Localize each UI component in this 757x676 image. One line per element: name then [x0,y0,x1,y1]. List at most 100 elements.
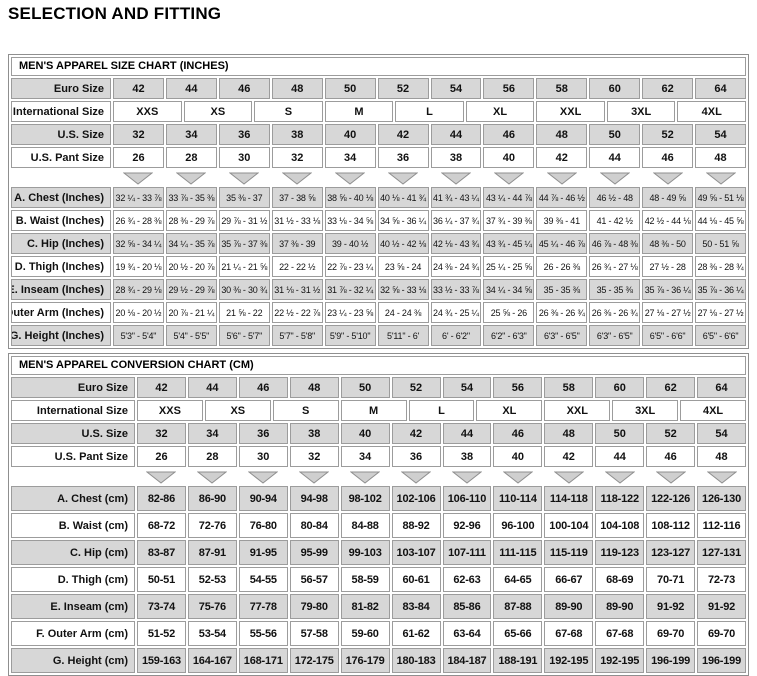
measure-cell: 40 ⅛ - 41 ¾ [377,187,429,208]
row-label: U.S. Size [11,423,135,444]
us-pant-size-cell: 44 [595,446,645,467]
measure-cell: 83-87 [137,540,186,565]
measure-cell: 21 ¼ - 21 ⅝ [218,256,270,277]
euro-size-cell: 64 [695,78,746,99]
international-size-cell: XS [204,400,271,421]
measure-cell: 118-122 [595,486,645,511]
us-pant-size-cell: 44 [589,147,641,168]
arrow-cell [239,469,288,485]
down-arrow-icon [350,471,381,484]
row-label: D. Thigh (cm) [11,567,135,592]
measure-cell: 119-123 [595,540,645,565]
row-label: B. Waist (cm) [11,513,135,538]
measure-cell: 89-90 [544,594,594,619]
international-size-cell: 3XL [612,400,679,421]
arrow-cell [272,170,323,186]
us-size-cell: 32 [113,124,164,145]
arrow-cell [595,469,644,485]
row-label: E. Inseam (Inches) [11,279,111,300]
measurement-row: B. Waist (cm) 68-72 72-76 76-80 80-84 84-88 88… [11,513,746,538]
measure-cell: 94-98 [289,486,339,511]
euro-size-cell: 44 [165,78,217,99]
measure-cell: 53-54 [187,621,237,646]
euro-size-cell: 64 [697,377,746,398]
arrow-cell [646,469,695,485]
euro-size-cell: 54 [430,78,482,99]
euro-size-cell: 58 [544,377,594,398]
measure-cell: 69-70 [697,621,746,646]
us-size-cell: 38 [289,423,339,444]
us-size-cell: 36 [218,124,270,145]
measure-cell: 68-69 [595,567,645,592]
euro-size-cell: 62 [646,377,696,398]
measure-cell: 24 ⅜ - 24 ¾ [430,256,482,277]
measure-cell: 49 ⅝ - 51 ⅛ [695,187,746,208]
us-size-cell: 54 [695,124,746,145]
measure-cell: 32 ¼ - 33 ⅞ [113,187,164,208]
arrow-cell [483,170,534,186]
us-size-cell: 52 [646,423,696,444]
measure-cell: 58-59 [340,567,390,592]
measure-cell: 77-78 [238,594,288,619]
measure-cell: 98-102 [340,486,390,511]
measurement-row: E. Inseam (cm) 73-74 75-76 77-78 79-80 81-82 8… [11,594,746,619]
measure-cell: 61-62 [391,621,441,646]
measure-cell: 87-91 [187,540,237,565]
measure-cell: 26 ⅜ - 26 ¾ [536,302,588,323]
measure-cell: 57-58 [289,621,339,646]
measure-cell: 6'3" - 6'5" [536,325,588,346]
table-title: MEN'S APPAREL SIZE CHART (INCHES) [11,57,746,76]
us-pant-size-cell: 38 [430,147,482,168]
measure-cell: 176-179 [340,648,390,673]
international-size-cell: S [254,101,323,122]
us-size-cell: 36 [238,423,288,444]
measure-cell: 26 - 26 ⅜ [536,256,588,277]
euro-size-cell: 52 [391,377,441,398]
row-label: Euro Size [11,78,111,99]
measure-cell: 72-73 [697,567,746,592]
down-arrow-icon [282,172,313,185]
measure-cell: 25 ¼ - 25 ⅝ [483,256,535,277]
international-size-cell: XXL [544,400,611,421]
measure-cell: 31 ⅛ - 31 ½ [271,279,323,300]
us-pant-size-cell: 32 [271,147,323,168]
euro-size-cell: 46 [218,78,270,99]
euro-size-cell: 52 [377,78,429,99]
measure-cell: 33 ⅛ - 34 ⅝ [324,210,376,231]
table-title: MEN'S APPAREL CONVERSION CHART (CM) [11,356,746,375]
measure-cell: 19 ¾ - 20 ⅛ [113,256,164,277]
measure-cell: 48 ⅜ - 50 [642,233,694,254]
measure-cell: 28 ⅜ - 28 ¾ [695,256,746,277]
arrow-row-spacer [11,170,111,186]
arrow-row [11,170,746,186]
measure-cell: 37 ¾ - 39 ⅜ [483,210,535,231]
us-pant-size-cell: 36 [391,446,441,467]
measure-cell: 22 - 22 ½ [271,256,323,277]
us-size-cell: 48 [544,423,594,444]
international-size-cell: M [340,400,407,421]
down-arrow-icon [706,471,737,484]
international-size-cell: XL [465,101,535,122]
down-arrow-icon [652,172,683,185]
measure-cell: 65-66 [493,621,543,646]
arrow-cell [166,170,217,186]
measure-cell: 84-88 [340,513,390,538]
measure-cell: 64-65 [493,567,543,592]
us-pant-size-row: U.S. Pant Size 26 28 30 32 34 36 38 40 42 44 46 48 [11,446,746,467]
measure-cell: 184-187 [442,648,492,673]
us-pant-size-cell: 40 [493,446,543,467]
measure-cell: 54-55 [238,567,288,592]
down-arrow-icon [599,172,630,185]
arrow-cell [695,170,746,186]
measure-cell: 32 ⅝ - 33 ⅛ [377,279,429,300]
measure-cell: 35 ⅞ - 37 ⅜ [218,233,270,254]
international-size-cell: XXS [137,400,203,421]
euro-size-row: Euro Size 42 44 46 48 50 52 54 56 58 60 62 64 [11,78,746,99]
arrow-row-spacer [11,469,135,485]
euro-size-cell: 50 [340,377,390,398]
measure-cell: 20 ½ - 20 ⅞ [165,256,217,277]
us-pant-size-cell: 42 [544,446,594,467]
international-size-cell: XXS [113,101,182,122]
